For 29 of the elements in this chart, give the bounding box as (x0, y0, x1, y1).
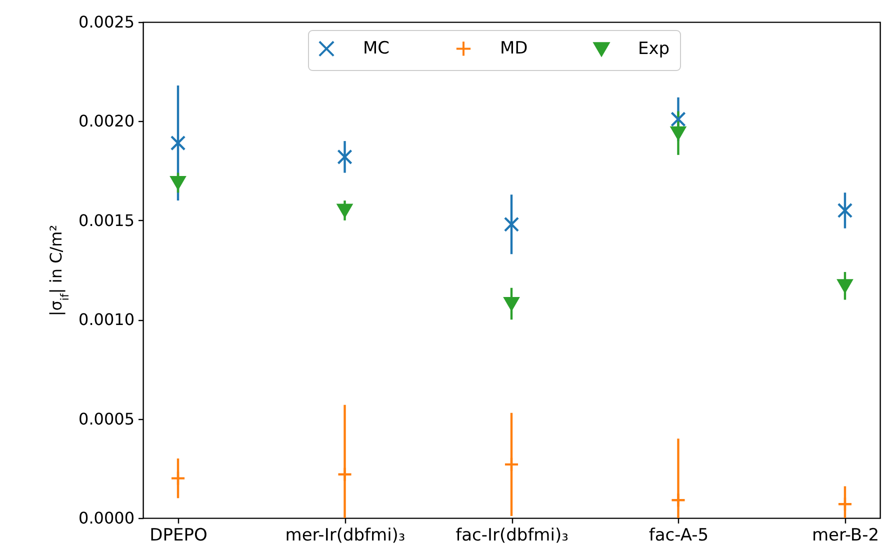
point (670, 126, 686, 140)
point (337, 149, 352, 165)
point (837, 202, 853, 218)
y-tick-label: 0.0020 (78, 112, 134, 131)
x-tick-label: mer-B-2 (812, 526, 880, 546)
point (170, 176, 186, 190)
y-tick-label: 0.0025 (78, 12, 134, 32)
point (837, 496, 853, 512)
point (670, 112, 686, 127)
y-tick-label: 0.0015 (78, 210, 134, 230)
y-tick-label: 0.0005 (78, 409, 134, 428)
point (337, 466, 352, 482)
point (837, 279, 853, 293)
x-tick-label: fac-A-5 (648, 526, 709, 546)
x-tick-label: fac-Ir(dbfmi)₃ (456, 526, 568, 546)
point (337, 204, 352, 218)
point (504, 216, 520, 232)
y-tick-label: 0.0010 (78, 310, 134, 330)
point (170, 470, 186, 486)
legend-label: MC (363, 38, 390, 59)
y-tick-label: 0.0000 (78, 508, 134, 528)
legend-label: Exp (638, 39, 670, 60)
legend-label: MD (500, 38, 528, 59)
x-tick-label: mer-Ir(dbfmi)₃ (285, 526, 406, 546)
point (504, 456, 520, 472)
point (670, 492, 686, 508)
point (504, 296, 520, 310)
point (170, 135, 186, 151)
x-tick-label: DPEPO (150, 526, 208, 546)
